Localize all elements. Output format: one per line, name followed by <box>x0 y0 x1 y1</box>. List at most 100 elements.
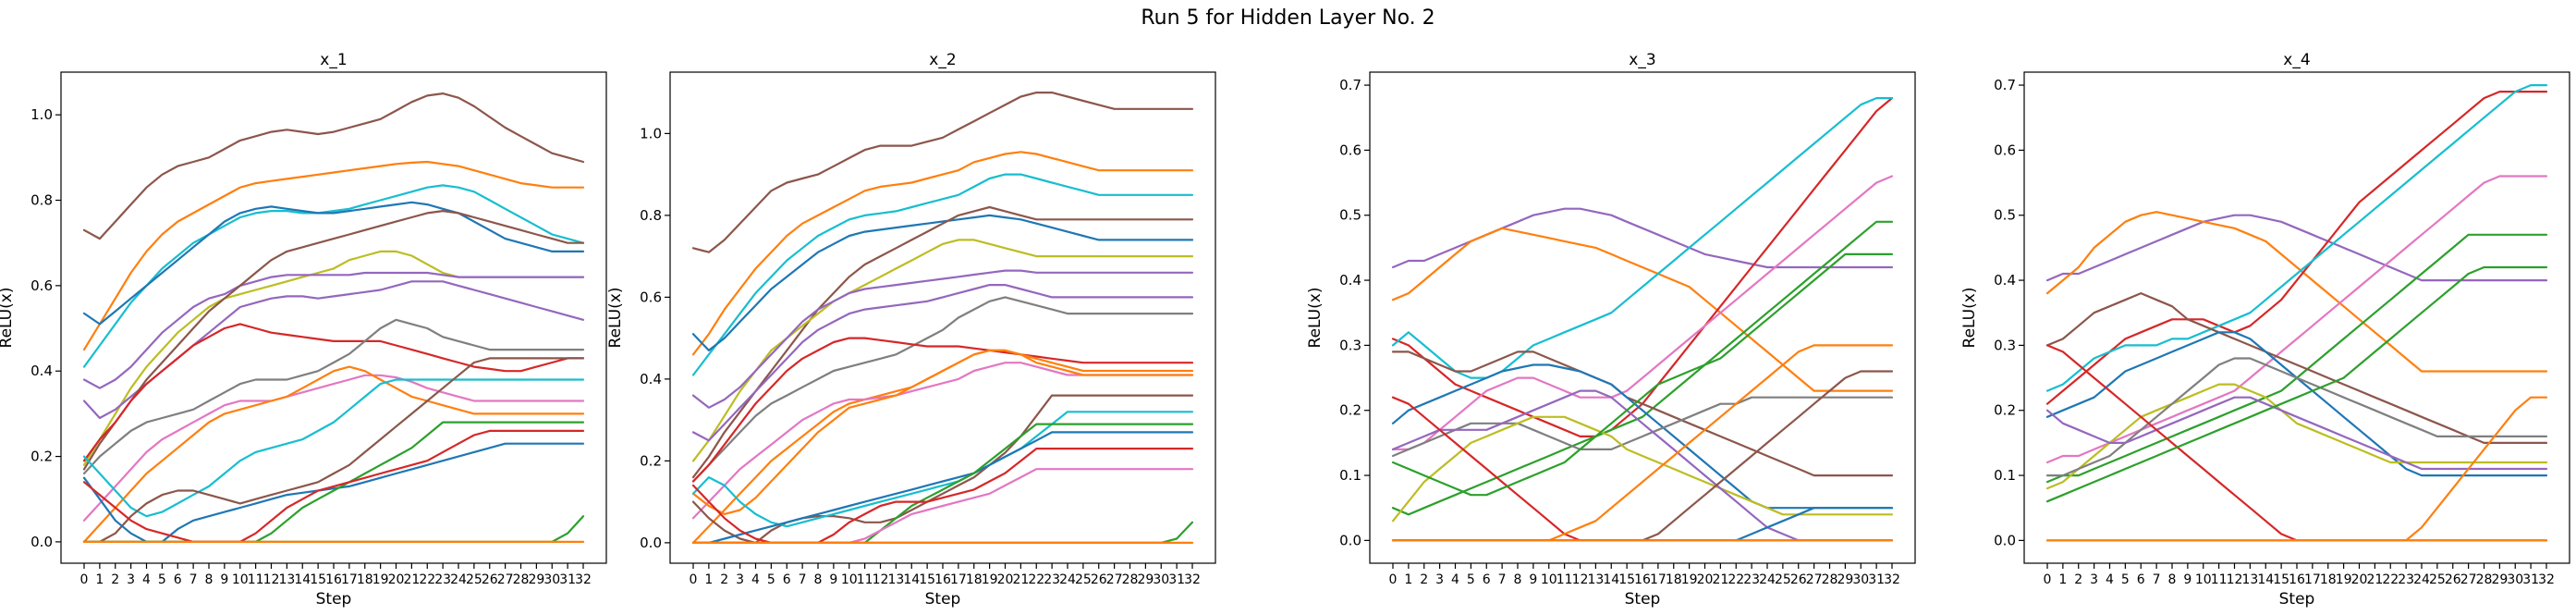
x-tick-label: 6 <box>174 572 182 587</box>
x-tick-label: 2 <box>2074 572 2082 587</box>
y-tick-label: 0.2 <box>31 449 53 465</box>
x-tick-label: 16 <box>2289 572 2305 587</box>
series-line <box>82 429 585 544</box>
x-tick-label: 21 <box>403 572 420 587</box>
x-tick-label: 27 <box>1806 572 1823 587</box>
x-tick-label: 1 <box>1404 572 1412 587</box>
y-tick-label: 0.6 <box>31 277 53 294</box>
x-tick-label: 14 <box>294 572 311 587</box>
x-tick-label: 3 <box>1435 572 1444 587</box>
x-tick-label: 0 <box>80 572 89 587</box>
series-line <box>82 210 585 471</box>
series-line <box>1391 252 1894 497</box>
x-tick-label: 10 <box>1541 572 1557 587</box>
x-tick-label: 32 <box>1884 572 1900 587</box>
x-tick-label: 17 <box>1650 572 1666 587</box>
x-tick-label: 16 <box>934 572 951 587</box>
x-tick-label: 4 <box>751 572 760 587</box>
x-tick-label: 15 <box>919 572 935 587</box>
x-tick-label: 8 <box>2168 572 2177 587</box>
x-tick-label: 27 <box>1106 572 1123 587</box>
x-tick-label: 22 <box>419 572 435 587</box>
x-tick-label: 18 <box>2320 572 2337 587</box>
series-line <box>691 394 1194 545</box>
x-tick-label: 0 <box>690 572 698 587</box>
x-tick-label: 28 <box>513 572 530 587</box>
y-tick-label: 0.7 <box>1339 77 1361 93</box>
x-tick-label: 23 <box>2398 572 2414 587</box>
x-tick-label: 14 <box>2257 572 2274 587</box>
chart-title: x_1 <box>320 51 347 69</box>
x-tick-label: 13 <box>1587 572 1604 587</box>
x-tick-label: 32 <box>2538 572 2555 587</box>
series-line <box>82 357 585 544</box>
series-line <box>2045 265 2548 503</box>
x-tick-label: 27 <box>497 572 514 587</box>
x-tick-label: 19 <box>2336 572 2352 587</box>
x-tick-label: 29 <box>2491 572 2508 587</box>
x-tick-label: 30 <box>543 572 560 587</box>
series-line <box>1391 227 1894 392</box>
series-line <box>691 269 1194 409</box>
x-tick-label: 7 <box>189 572 198 587</box>
x-axis-label: Step <box>1625 590 1661 609</box>
x-tick-label: 6 <box>2137 572 2145 587</box>
x-tick-label: 26 <box>1790 572 1807 587</box>
x-tick-label: 10 <box>232 572 249 587</box>
chart-title: x_3 <box>1629 51 1655 69</box>
x-tick-label: 11 <box>248 572 264 587</box>
x-tick-label: 11 <box>1557 572 1573 587</box>
x-tick-label: 20 <box>388 572 405 587</box>
x-tick-label: 8 <box>1514 572 1522 587</box>
series-line <box>2045 214 2548 282</box>
x-tick-label: 32 <box>1184 572 1201 587</box>
x-tick-label: 17 <box>2304 572 2321 587</box>
series-line <box>2045 175 2548 464</box>
chart-panel-2: x_20.00.20.40.60.81.00 1 2 3 4 5 6 7 8 9 10 11 12 13 1… <box>606 51 1216 609</box>
x-tick-label: 15 <box>310 572 326 587</box>
y-tick-label: 0.3 <box>1994 337 2016 353</box>
x-tick-label: 26 <box>1091 572 1107 587</box>
x-tick-label: 24 <box>450 572 467 587</box>
x-tick-label: 1 <box>95 572 104 587</box>
y-tick-label: 0.2 <box>640 452 662 469</box>
series-line <box>1391 415 1894 523</box>
y-tick-label: 0.8 <box>31 192 53 209</box>
x-tick-label: 5 <box>158 572 166 587</box>
x-tick-label: 17 <box>341 572 358 587</box>
x-tick-label: 1 <box>704 572 713 587</box>
series-line <box>82 442 585 544</box>
x-tick-label: 28 <box>1822 572 1838 587</box>
x-tick-label: 5 <box>1467 572 1475 587</box>
series-line <box>691 296 1194 483</box>
x-tick-label: 0 <box>2044 572 2052 587</box>
x-tick-label: 22 <box>1028 572 1044 587</box>
x-tick-label: 14 <box>903 572 920 587</box>
chart-panel-3: x_30.00.10.20.30.40.50.60.70 1 2 3 4 5 6 7 8 9 10 1… <box>1306 51 1916 609</box>
series-line <box>691 239 1194 462</box>
y-tick-label: 0.0 <box>31 534 53 550</box>
series-line <box>1391 175 1894 450</box>
x-tick-label: 6 <box>1483 572 1491 587</box>
x-axis-label: Step <box>925 590 961 609</box>
x-tick-label: 28 <box>1122 572 1139 587</box>
x-tick-label: 8 <box>205 572 214 587</box>
x-tick-label: 1 <box>2058 572 2067 587</box>
x-tick-label: 4 <box>1451 572 1459 587</box>
y-tick-label: 0.4 <box>1339 272 1361 289</box>
y-tick-label: 0.8 <box>640 207 662 224</box>
x-tick-label: 12 <box>873 572 889 587</box>
x-tick-label: 30 <box>2507 572 2523 587</box>
x-tick-label: 3 <box>736 572 744 587</box>
series-line <box>2045 383 2548 490</box>
y-axis-label: ReLU(x) <box>0 288 16 349</box>
x-tick-label: 7 <box>2153 572 2161 587</box>
x-tick-label: 18 <box>357 572 373 587</box>
series-line <box>82 271 585 389</box>
x-tick-label: 10 <box>841 572 858 587</box>
x-tick-label: 32 <box>575 572 592 587</box>
y-tick-label: 0.4 <box>640 371 662 387</box>
series-line <box>691 151 1194 356</box>
y-axis-label: ReLU(x) <box>606 288 625 349</box>
